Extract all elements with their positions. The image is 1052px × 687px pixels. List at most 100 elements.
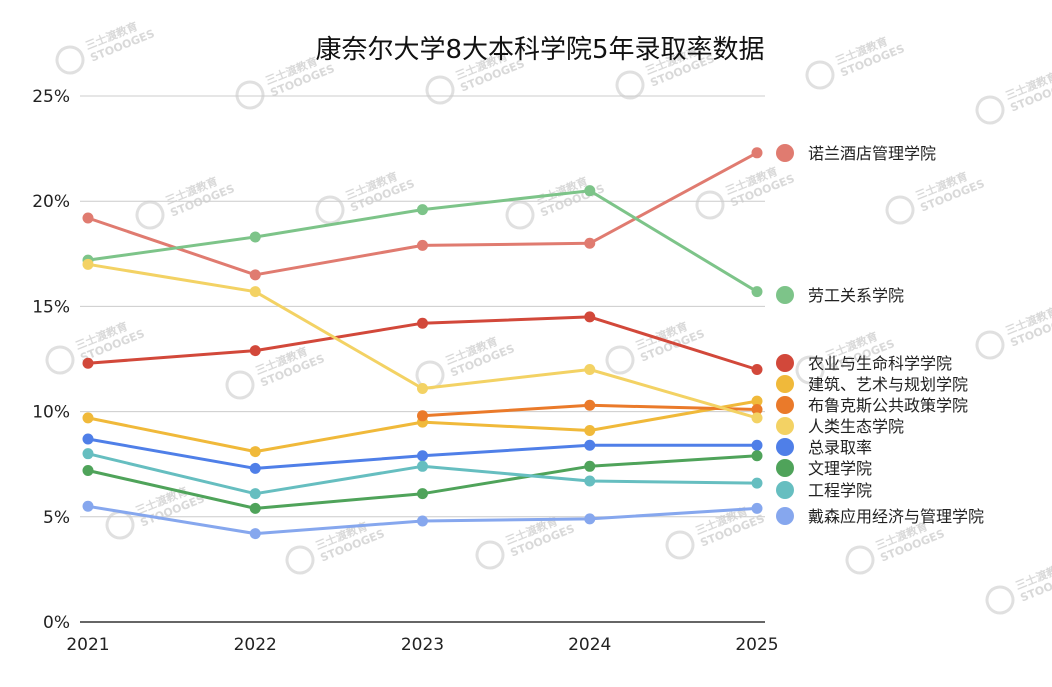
series-3 xyxy=(82,311,763,376)
data-point xyxy=(751,395,763,407)
data-point xyxy=(249,502,261,514)
data-point xyxy=(584,513,596,525)
data-point xyxy=(82,258,94,270)
data-point xyxy=(584,460,596,472)
legend-marker xyxy=(776,286,794,304)
data-point xyxy=(751,450,763,462)
series-7 xyxy=(82,433,763,474)
data-point xyxy=(751,412,763,424)
data-point xyxy=(584,185,596,197)
data-point xyxy=(82,448,94,460)
legend-item: 建筑、艺术与规划学院 xyxy=(776,375,968,394)
x-tick-label: 2024 xyxy=(568,635,611,655)
chart-title: 康奈尔大学8大本科学院5年录取率数据 xyxy=(315,35,764,65)
legend-label: 总录取率 xyxy=(808,438,872,457)
y-tick-label: 10% xyxy=(32,403,70,423)
series-8 xyxy=(82,450,763,514)
data-point xyxy=(751,286,763,298)
data-point xyxy=(82,412,94,424)
legend: 诺兰酒店管理学院劳工关系学院农业与生命科学学院建筑、艺术与规划学院布鲁克斯公共政… xyxy=(776,144,984,526)
y-tick-label: 15% xyxy=(32,297,70,317)
series-9 xyxy=(82,448,763,500)
data-point xyxy=(82,465,94,477)
x-axis-ticks: 2021 2022 2023 2024 2025 xyxy=(66,635,778,655)
legend-marker xyxy=(776,144,794,162)
series-5 xyxy=(417,399,763,422)
y-tick-label: 25% xyxy=(32,87,70,107)
data-point xyxy=(584,475,596,487)
data-point xyxy=(751,477,763,489)
series-layer xyxy=(82,147,763,540)
legend-marker xyxy=(776,507,794,525)
legend-marker xyxy=(776,417,794,435)
legend-label: 诺兰酒店管理学院 xyxy=(808,144,936,163)
data-point xyxy=(417,204,428,216)
legend-label: 布鲁克斯公共政策学院 xyxy=(808,396,968,415)
series-6 xyxy=(82,258,763,424)
data-point xyxy=(751,439,763,451)
y-tick-label: 0% xyxy=(43,613,70,633)
data-point xyxy=(417,239,428,251)
data-point xyxy=(82,500,94,512)
data-point xyxy=(249,446,261,458)
legend-item: 布鲁克斯公共政策学院 xyxy=(776,396,968,415)
legend-label: 工程学院 xyxy=(808,481,872,500)
data-point xyxy=(249,488,261,500)
legend-marker xyxy=(776,459,794,477)
data-point xyxy=(82,357,94,369)
series-10 xyxy=(82,500,763,540)
data-point xyxy=(417,317,428,329)
series-4 xyxy=(82,395,763,458)
legend-label: 人类生态学院 xyxy=(808,417,904,436)
legend-marker xyxy=(776,354,794,372)
legend-marker xyxy=(776,438,794,456)
data-point xyxy=(417,410,428,422)
data-point xyxy=(249,462,261,474)
data-point xyxy=(417,382,428,394)
data-point xyxy=(249,528,261,540)
x-tick-label: 2023 xyxy=(401,635,444,655)
legend-marker xyxy=(776,375,794,393)
legend-label: 文理学院 xyxy=(808,459,872,478)
data-point xyxy=(751,403,763,415)
data-point xyxy=(751,364,763,376)
series-2 xyxy=(82,185,763,298)
legend-label: 劳工关系学院 xyxy=(808,286,904,305)
y-tick-label: 20% xyxy=(32,192,70,212)
legend-marker xyxy=(776,396,794,414)
y-axis-ticks: 0% 5% 10% 15% 20% 25% xyxy=(32,87,70,633)
data-point xyxy=(249,231,261,243)
data-point xyxy=(584,311,596,323)
data-point xyxy=(751,502,763,514)
legend-item: 文理学院 xyxy=(776,459,872,478)
data-point xyxy=(249,286,261,298)
legend-label: 农业与生命科学学院 xyxy=(808,354,952,373)
legend-item: 总录取率 xyxy=(776,438,872,457)
x-tick-label: 2021 xyxy=(66,635,109,655)
y-tick-label: 5% xyxy=(43,508,70,528)
series-1 xyxy=(82,147,763,281)
legend-item: 劳工关系学院 xyxy=(776,286,904,305)
data-point xyxy=(584,399,596,411)
legend-item: 农业与生命科学学院 xyxy=(776,354,952,373)
legend-item: 工程学院 xyxy=(776,481,872,500)
data-point xyxy=(82,212,94,224)
data-point xyxy=(751,147,763,159)
gridlines xyxy=(80,95,765,623)
data-point xyxy=(584,425,596,437)
data-point xyxy=(249,269,261,281)
legend-item: 人类生态学院 xyxy=(776,417,904,436)
legend-item: 戴森应用经济与管理学院 xyxy=(776,507,984,526)
